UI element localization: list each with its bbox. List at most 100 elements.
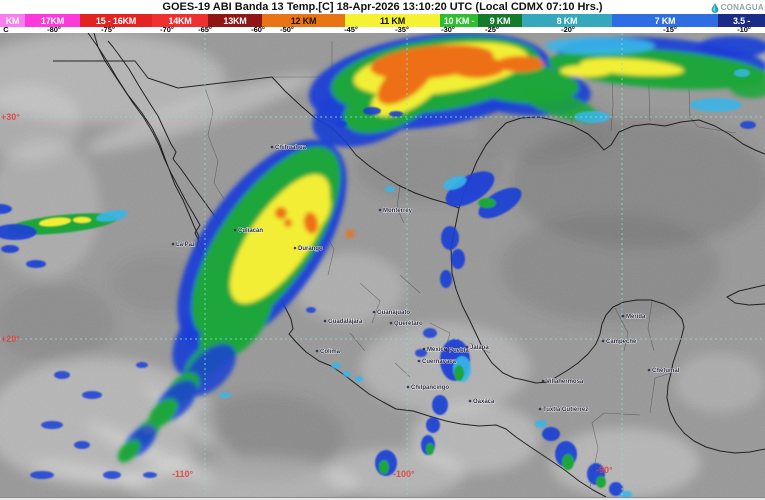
longitude-label: -100° bbox=[393, 469, 415, 479]
scale-bar: KM 17KM 15 - 16KM 14KM 13KM 12 KM 11 KM 10 KM -… bbox=[0, 14, 765, 27]
city-label: Chihuahua bbox=[275, 145, 307, 151]
latitude-label: +30° bbox=[1, 112, 20, 122]
temp-label: -75° bbox=[101, 25, 115, 34]
bottom-strip bbox=[0, 497, 765, 500]
precip-blob bbox=[441, 226, 459, 250]
precip-blob bbox=[1, 245, 19, 253]
precip-blob bbox=[303, 212, 319, 234]
precip-blob bbox=[415, 349, 427, 357]
city-label: Durango bbox=[298, 246, 323, 252]
precip-blob bbox=[560, 65, 612, 77]
city-label: Guadalajara bbox=[328, 319, 363, 325]
state-borders bbox=[204, 41, 737, 489]
scale-segment: 3.5 - bbox=[718, 14, 765, 27]
scale-segment: 13KM bbox=[208, 14, 262, 27]
scale-segment: KM bbox=[0, 14, 25, 27]
precip-blob bbox=[143, 472, 157, 478]
city-marker bbox=[171, 242, 175, 246]
precip-blob bbox=[379, 460, 389, 474]
city-label: Chilpancingo bbox=[411, 385, 449, 391]
city-marker bbox=[270, 145, 274, 149]
temp-label: -80° bbox=[47, 25, 61, 34]
page-title: GOES-19 ABI Banda 13 Temp.[C] 18-Apr-202… bbox=[162, 1, 603, 13]
coordinate-labels-layer: +30° +20° -110° -100° -90° bbox=[1, 112, 613, 479]
precip-blob bbox=[740, 121, 756, 129]
precip-blob bbox=[443, 176, 467, 190]
precip-blob bbox=[432, 395, 448, 415]
precip-blob bbox=[445, 171, 495, 207]
city-marker bbox=[647, 368, 651, 372]
precip-blob bbox=[0, 204, 12, 214]
precip-blob bbox=[355, 376, 363, 382]
temp-label: -15° bbox=[663, 25, 677, 34]
precip-blob bbox=[39, 217, 71, 227]
precip-blob bbox=[542, 427, 560, 441]
precip-blob bbox=[96, 210, 128, 222]
precip-blob bbox=[730, 78, 765, 98]
temp-label: -20° bbox=[561, 25, 575, 34]
precip-blob bbox=[73, 217, 91, 223]
precip-blob bbox=[478, 187, 522, 219]
title-bar: GOES-19 ABI Banda 13 Temp.[C] 18-Apr-202… bbox=[0, 0, 765, 14]
city-marker bbox=[538, 407, 542, 411]
temp-label: -35° bbox=[395, 25, 409, 34]
city-marker bbox=[233, 228, 237, 232]
precip-blob bbox=[343, 371, 351, 377]
scale-segment: 11 KM bbox=[345, 14, 440, 27]
city-labels-layer: Chihuahua Culiacán Durango La Paz Monterrey G… bbox=[171, 145, 680, 413]
longitude-label: -110° bbox=[172, 469, 194, 479]
precip-blob bbox=[275, 189, 331, 245]
scale-segment: 8 KM bbox=[522, 14, 612, 27]
precip-blob bbox=[337, 121, 347, 127]
city-label: La Paz bbox=[176, 242, 195, 248]
precip-blob bbox=[423, 328, 437, 338]
city-label: Culiacán bbox=[238, 228, 263, 234]
precip-blob bbox=[82, 391, 102, 399]
precip-blob bbox=[26, 260, 46, 268]
precip-blob bbox=[545, 37, 655, 55]
city-label: Mérida bbox=[626, 314, 646, 320]
water-drop-icon bbox=[711, 1, 718, 13]
city-marker bbox=[621, 314, 625, 318]
city-marker bbox=[378, 208, 382, 212]
precip-blob bbox=[275, 207, 287, 219]
temperature-scale-row: C -80° -75° -70° -65° -60° -50° -45° -35° -30° -25… bbox=[0, 25, 765, 34]
precip-blob bbox=[697, 36, 765, 58]
longitude-label: -90° bbox=[596, 465, 613, 475]
precip-blob bbox=[41, 421, 63, 429]
precip-blob bbox=[609, 482, 623, 496]
city-label: Villahermosa bbox=[546, 379, 584, 385]
precip-blob bbox=[690, 98, 742, 112]
graticule-layer bbox=[0, 33, 765, 497]
precip-blob bbox=[306, 307, 316, 313]
precip-blob bbox=[449, 56, 505, 78]
precip-blob bbox=[284, 219, 292, 227]
temp-label: -60° bbox=[251, 25, 265, 34]
scale-segment: 12 KM bbox=[262, 14, 345, 27]
city-marker bbox=[323, 319, 327, 323]
city-label: Puebla bbox=[449, 348, 469, 354]
city-label: Querétaro bbox=[394, 321, 423, 327]
conagua-logo: CONAGUA bbox=[707, 0, 764, 14]
precipitation-layer-specks bbox=[0, 69, 756, 499]
city-marker bbox=[293, 246, 297, 250]
precip-blob bbox=[535, 420, 547, 428]
precip-blob bbox=[426, 417, 440, 433]
temp-label: C bbox=[3, 25, 9, 34]
precip-blob bbox=[117, 439, 141, 463]
precip-blob bbox=[30, 471, 54, 479]
city-label: Chetumal bbox=[652, 368, 680, 374]
city-marker bbox=[465, 345, 469, 349]
precip-blob bbox=[562, 454, 574, 470]
scale-segment: 10 KM - bbox=[440, 14, 478, 27]
precip-blob bbox=[596, 476, 606, 488]
scale-segment: 17KM bbox=[25, 14, 80, 27]
city-marker bbox=[389, 321, 393, 325]
scale-segment: 15 - 16KM bbox=[80, 14, 152, 27]
city-label: Guanajuato bbox=[377, 310, 410, 316]
city-marker bbox=[417, 359, 421, 363]
latitude-label: +20° bbox=[1, 334, 20, 344]
precip-blob bbox=[363, 107, 381, 115]
conagua-logo-text: CONAGUA bbox=[720, 2, 764, 12]
